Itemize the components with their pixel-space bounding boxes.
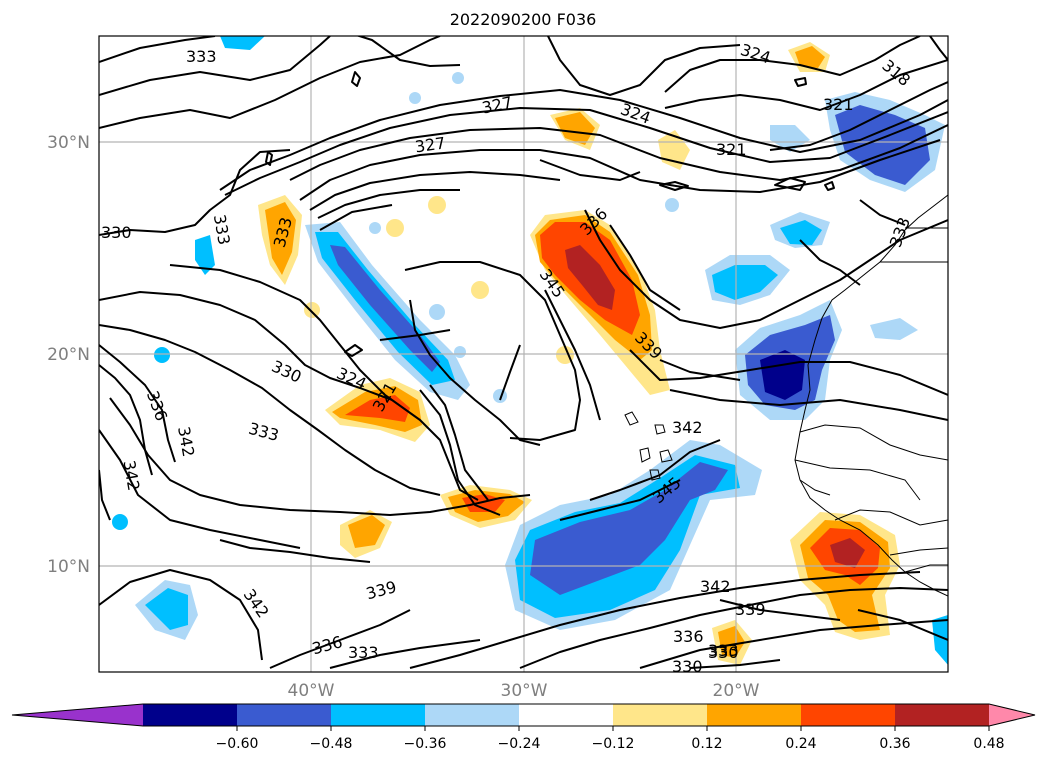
contour-label: 321 [716,140,747,159]
contour-label: 324 [738,40,773,68]
colorbar-tick-label: −0.12 [592,736,635,752]
contour-label: 342 [119,459,143,492]
coastlines [624,194,948,597]
colorbar-bin [425,704,520,726]
contour-label: 327 [480,93,514,118]
colorbar-tick-label: −0.48 [310,736,353,752]
lat-label-10n: 10°N [47,557,90,577]
colorbar-tick-label: 0.48 [973,736,1004,752]
lon-axis-labels: 40°W 30°W 20°W [288,681,760,701]
contour-label: 330 [672,657,703,676]
colorbar-tick-label: −0.24 [498,736,541,752]
contour-label: 336 [673,627,704,646]
contour-label: 321 [823,95,854,114]
contour-label: 327 [414,133,447,156]
contour-label: 342 [240,585,273,621]
contour-label: 339 [364,577,398,603]
contour-label: 336 [310,632,344,658]
colorbar-bin [613,704,708,726]
contour-label: 324 [618,99,653,127]
map-frame [98,35,949,673]
colorbar-tick-label: 0.24 [785,736,816,752]
contour-lines [99,36,948,669]
shaded-fields [112,36,948,665]
contour-label: 336 [143,388,171,423]
colorbar-bin [707,704,802,726]
colorbar-bin [331,704,426,726]
contour-label: 318 [878,56,914,90]
colorbar-tick-label: −0.36 [404,736,447,752]
lat-label-30n: 30°N [47,133,90,153]
contour-label: 333 [210,213,234,246]
colorbar-bin [801,704,896,726]
contour-label: 333 [708,641,739,660]
colorbar-outline [11,703,1036,727]
map-area: 333 324 318 321 324 327 321 330 333 327 … [99,36,948,676]
contour-label: 333 [186,47,217,66]
colorbar-tick-label: 0.12 [691,736,722,752]
map-title: 2022090200 F036 [450,10,597,29]
colorbar-bin [895,704,990,726]
contour-label: 330 [269,357,305,387]
gridlines [99,36,948,672]
contour-label: 333 [247,419,281,445]
colorbar-bin [143,704,238,726]
colorbar-tick-label: −0.60 [216,736,259,752]
colorbar-extend-low [12,704,143,726]
contour-label: 339 [735,600,766,619]
colorbar-extend-high [989,704,1035,726]
contour-label: 333 [348,643,379,662]
lon-label-40w: 40°W [288,681,335,701]
colorbar-tick-label: 0.36 [879,736,910,752]
contour-label: 330 [708,643,739,662]
lon-label-30w: 30°W [501,681,548,701]
lon-label-20w: 20°W [713,681,760,701]
colorbar: −0.60 −0.48 −0.36 −0.24 −0.12 0.12 0.24 0.36 0.4… [11,703,1036,752]
contour-label: 342 [700,577,731,596]
colorbar-bin [519,704,614,726]
contour-label: 342 [174,425,198,458]
contour-label: 330 [101,223,132,242]
contour-label: 342 [672,418,703,437]
colorbar-bin [237,704,332,726]
lat-label-20n: 20°N [47,345,90,365]
lat-axis-labels: 30°N 20°N 10°N [47,133,90,577]
